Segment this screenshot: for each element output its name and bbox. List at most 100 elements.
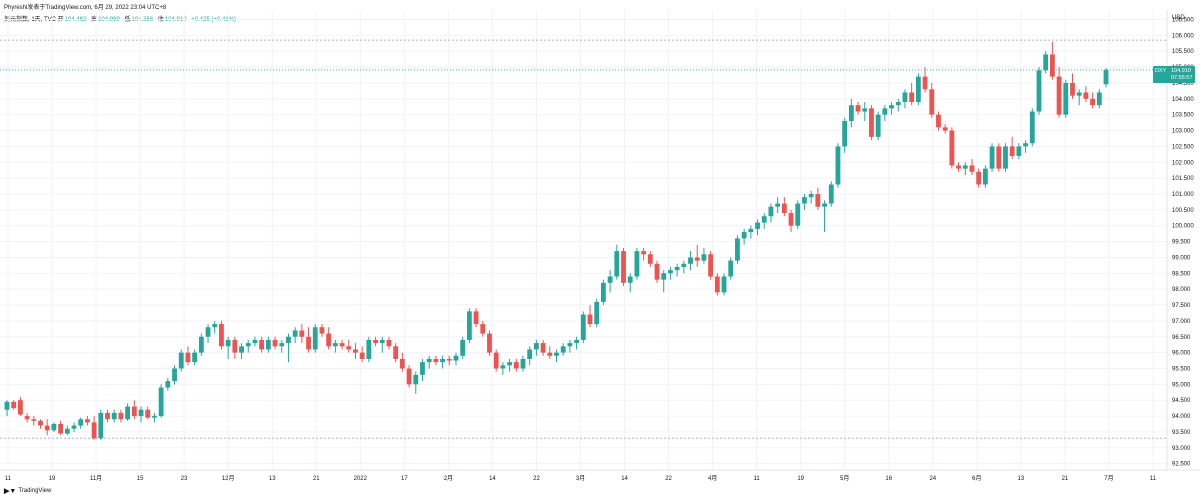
candle[interactable]: [788, 209, 794, 233]
candle[interactable]: [882, 105, 888, 122]
candle[interactable]: [848, 98, 854, 128]
candle[interactable]: [1063, 79, 1069, 118]
candle[interactable]: [802, 194, 807, 210]
candle[interactable]: [942, 124, 948, 134]
footer-brand[interactable]: TradingView: [18, 488, 52, 494]
candle[interactable]: [440, 355, 445, 369]
candle[interactable]: [91, 416, 97, 440]
candle[interactable]: [889, 102, 894, 115]
candle[interactable]: [413, 371, 419, 394]
candle[interactable]: [279, 339, 285, 353]
horizontal-lines[interactable]: [0, 39, 1167, 439]
candle[interactable]: [346, 339, 352, 353]
candle[interactable]: [822, 200, 827, 233]
candle[interactable]: [909, 82, 915, 106]
candle[interactable]: [252, 336, 258, 347]
candle[interactable]: [78, 417, 84, 429]
candle[interactable]: [755, 219, 760, 236]
price-axis[interactable]: 106.500106.000105.500105.000104.500104.0…: [1172, 18, 1194, 468]
candle[interactable]: [781, 197, 787, 217]
candle[interactable]: [681, 260, 687, 274]
candle[interactable]: [64, 425, 70, 436]
candle[interactable]: [339, 339, 345, 350]
candle[interactable]: [969, 159, 975, 175]
candle[interactable]: [1009, 136, 1015, 160]
candle[interactable]: [165, 378, 171, 391]
candle[interactable]: [654, 260, 660, 283]
candle[interactable]: [768, 203, 774, 223]
candle[interactable]: [701, 247, 707, 264]
candle[interactable]: [694, 244, 700, 267]
candle[interactable]: [1029, 108, 1035, 147]
candle[interactable]: [31, 416, 37, 426]
candle[interactable]: [198, 333, 204, 356]
candle[interactable]: [728, 257, 734, 280]
candle[interactable]: [446, 355, 452, 366]
candle[interactable]: [118, 409, 124, 423]
candle[interactable]: [232, 336, 238, 359]
candle[interactable]: [379, 336, 385, 353]
candle[interactable]: [1103, 68, 1109, 88]
candle[interactable]: [466, 308, 472, 344]
candle[interactable]: [714, 273, 720, 296]
candle[interactable]: [105, 409, 110, 423]
candle[interactable]: [661, 270, 667, 293]
candle[interactable]: [748, 225, 754, 239]
candle[interactable]: [1016, 143, 1022, 160]
candle[interactable]: [688, 251, 693, 271]
candle[interactable]: [312, 324, 318, 353]
candle[interactable]: [145, 406, 151, 420]
candle[interactable]: [962, 162, 968, 175]
candle[interactable]: [936, 111, 941, 131]
time-axis[interactable]: 11 19 11月 15 23 12月 13 21 2022 17 2月 14 22 3月 14 22 4月 11…: [5, 475, 1157, 482]
candle[interactable]: [808, 190, 814, 204]
candle[interactable]: [1083, 86, 1089, 102]
candle[interactable]: [192, 349, 198, 366]
candle[interactable]: [1023, 140, 1028, 153]
candles[interactable]: [4, 41, 1109, 440]
candle[interactable]: [580, 311, 586, 344]
candle[interactable]: [178, 349, 184, 372]
candle[interactable]: [1056, 67, 1062, 118]
candle[interactable]: [1036, 67, 1042, 115]
candle[interactable]: [245, 339, 251, 353]
candle[interactable]: [306, 327, 311, 353]
candle[interactable]: [225, 336, 231, 359]
candle[interactable]: [1090, 92, 1096, 109]
candle[interactable]: [647, 251, 653, 267]
candle[interactable]: [795, 200, 801, 229]
candle[interactable]: [520, 355, 526, 372]
candle[interactable]: [989, 143, 995, 172]
candle[interactable]: [815, 187, 821, 210]
candle[interactable]: [862, 102, 868, 122]
candle[interactable]: [172, 365, 177, 385]
candle[interactable]: [138, 406, 144, 423]
candle[interactable]: [433, 355, 439, 366]
candle[interactable]: [627, 273, 633, 293]
candle[interactable]: [761, 213, 767, 229]
candle[interactable]: [205, 324, 211, 344]
candle[interactable]: [366, 336, 372, 363]
candle[interactable]: [420, 358, 425, 382]
candle[interactable]: [487, 330, 492, 356]
candle[interactable]: [600, 279, 606, 306]
candle[interactable]: [956, 162, 961, 172]
candle[interactable]: [393, 343, 399, 363]
candle[interactable]: [949, 127, 955, 169]
candle[interactable]: [594, 298, 600, 328]
candle[interactable]: [158, 384, 164, 418]
candle[interactable]: [527, 346, 533, 366]
candle[interactable]: [332, 339, 338, 353]
candle[interactable]: [540, 339, 546, 356]
candle[interactable]: [1096, 89, 1102, 109]
candle[interactable]: [399, 352, 405, 372]
candle[interactable]: [641, 247, 647, 261]
candle[interactable]: [982, 165, 988, 188]
candle[interactable]: [996, 143, 1002, 172]
candle[interactable]: [426, 355, 432, 369]
candle[interactable]: [929, 82, 935, 118]
tradingview-logo-icon[interactable]: ▶▼: [4, 488, 17, 495]
candle[interactable]: [359, 346, 365, 363]
candle[interactable]: [567, 339, 573, 353]
candle[interactable]: [674, 263, 680, 277]
